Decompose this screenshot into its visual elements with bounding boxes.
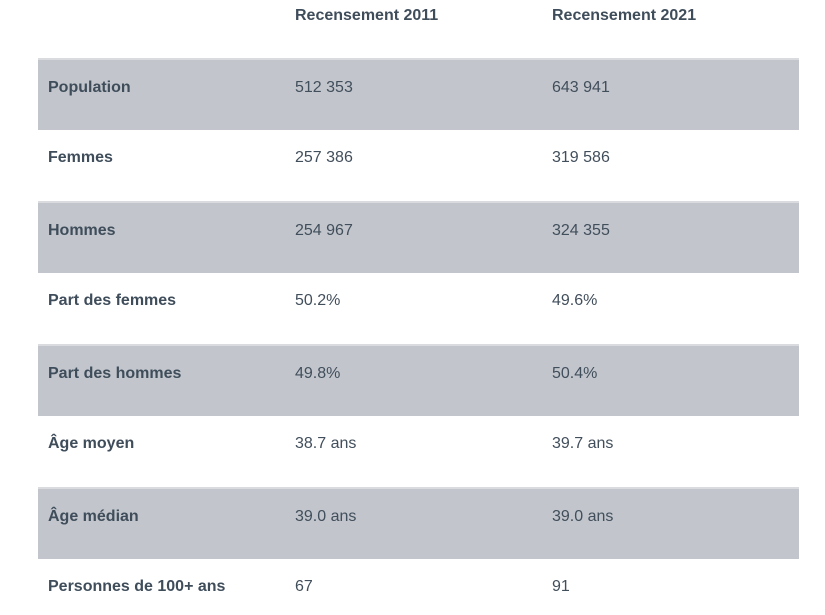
row-value-2011: 254 967 xyxy=(295,221,353,239)
row-value-2011: 50.2% xyxy=(295,292,341,310)
row-label: Part des femmes xyxy=(48,292,177,310)
table-row: Femmes 257 386 319 586 xyxy=(38,130,799,202)
row-value-2011: 39.0 ans xyxy=(295,507,357,525)
row-label: Âge moyen xyxy=(48,435,135,453)
row-value-2011: 49.8% xyxy=(295,364,341,382)
row-value-2021: 319 586 xyxy=(552,149,610,167)
row-value-2011: 38.7 ans xyxy=(295,435,357,453)
row-value-2011: 257 386 xyxy=(295,149,353,167)
table-row: Hommes 254 967 324 355 xyxy=(38,201,799,273)
table-row: Part des femmes 50.2% 49.6% xyxy=(38,273,799,345)
row-value-2021: 91 xyxy=(552,578,570,596)
table-row: Personnes de 100+ ans 67 91 xyxy=(38,559,799,615)
row-value-2021: 50.4% xyxy=(552,364,598,382)
table-row: Âge médian 39.0 ans 39.0 ans xyxy=(38,487,799,559)
row-label: Âge médian xyxy=(48,507,139,525)
row-value-2021: 324 355 xyxy=(552,221,610,239)
row-value-2011: 512 353 xyxy=(295,78,353,96)
row-value-2021: 39.7 ans xyxy=(552,435,614,453)
table-header-row: Recensement 2011 Recensement 2021 xyxy=(38,0,799,58)
column-header-recensement-2021: Recensement 2021 xyxy=(552,7,697,24)
row-value-2021: 39.0 ans xyxy=(552,507,614,525)
row-label: Personnes de 100+ ans xyxy=(48,578,226,596)
table-body: Population 512 353 643 941 Femmes 257 38… xyxy=(0,58,825,615)
row-label: Part des hommes xyxy=(48,364,182,382)
row-label: Population xyxy=(48,78,131,96)
row-value-2021: 643 941 xyxy=(552,78,610,96)
table-row: Âge moyen 38.7 ans 39.7 ans xyxy=(38,416,799,488)
column-header-recensement-2011: Recensement 2011 xyxy=(295,7,439,24)
row-label: Femmes xyxy=(48,149,113,167)
row-value-2011: 67 xyxy=(295,578,313,596)
row-label: Hommes xyxy=(48,221,116,239)
table-row: Population 512 353 643 941 xyxy=(38,58,799,130)
table-row: Part des hommes 49.8% 50.4% xyxy=(38,344,799,416)
row-value-2021: 49.6% xyxy=(552,292,598,310)
